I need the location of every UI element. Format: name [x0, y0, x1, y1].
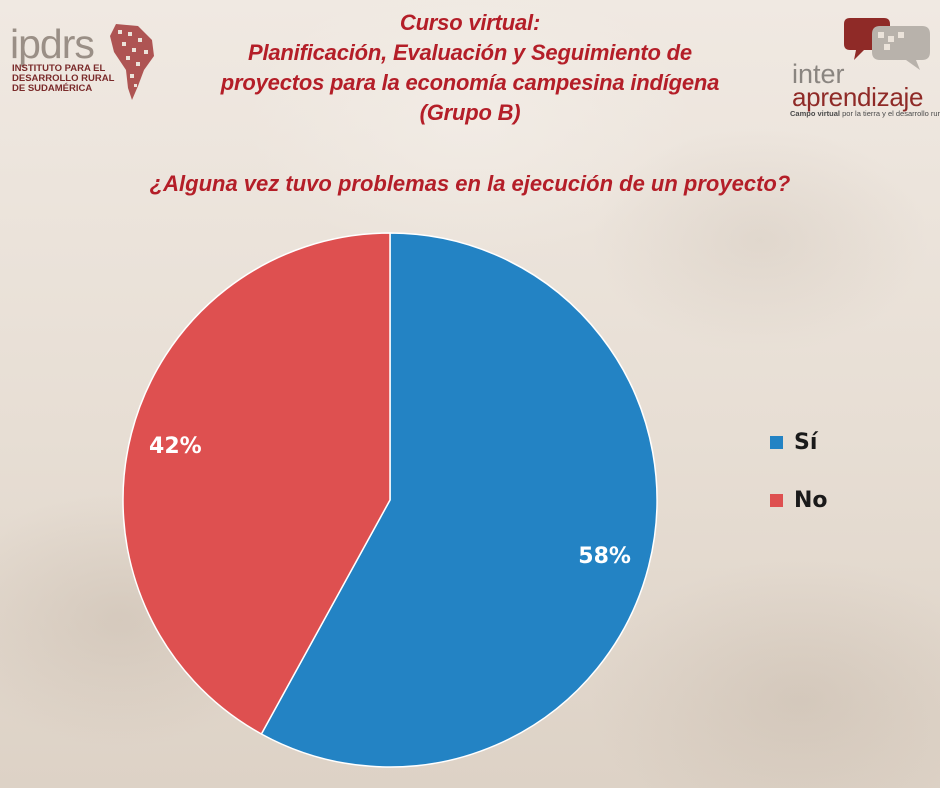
interaprendizaje-logo: inter aprendizaje Campo virtual por la t…: [786, 14, 940, 118]
ipdrs-logo: ipdrs INSTITUTO PARA EL DESARROLLO RURAL…: [10, 22, 155, 100]
chart-title: ¿Alguna vez tuvo problemas en la ejecuci…: [149, 171, 791, 196]
legend-label-si: Sí: [794, 430, 818, 455]
speech-bubbles-icon: [844, 18, 930, 70]
legend-label-no: No: [794, 488, 828, 513]
course-title-line1: Curso virtual:: [399, 10, 541, 35]
pie-label-si: 58%: [578, 544, 631, 569]
legend-swatch-no: [770, 494, 783, 507]
interaprendizaje-logo-word1: inter: [792, 59, 845, 89]
pie-slice-si: [260, 232, 658, 768]
legend-swatch-si: [770, 436, 783, 449]
south-america-map-icon: [110, 24, 154, 100]
course-title-line4: (Grupo B): [419, 100, 521, 125]
ipdrs-logo-subtitle: INSTITUTO PARA EL DESARROLLO RURAL DE SU…: [12, 63, 115, 94]
course-title-line2: Planificación, Evaluación y Seguimiento …: [248, 40, 692, 65]
ipdrs-logo-mark: ipdrs: [10, 21, 95, 67]
pie-label-no: 42%: [149, 434, 202, 459]
interaprendizaje-logo-tagline: Campo virtual por la tierra y el desarro…: [790, 109, 940, 118]
course-title-line3: proyectos para la economía campesina ind…: [220, 70, 720, 95]
course-title: Curso virtual: Planificación, Evaluación…: [160, 8, 780, 128]
interaprendizaje-logo-word2: aprendizaje: [792, 82, 924, 112]
pie-slice-no: [122, 232, 391, 735]
